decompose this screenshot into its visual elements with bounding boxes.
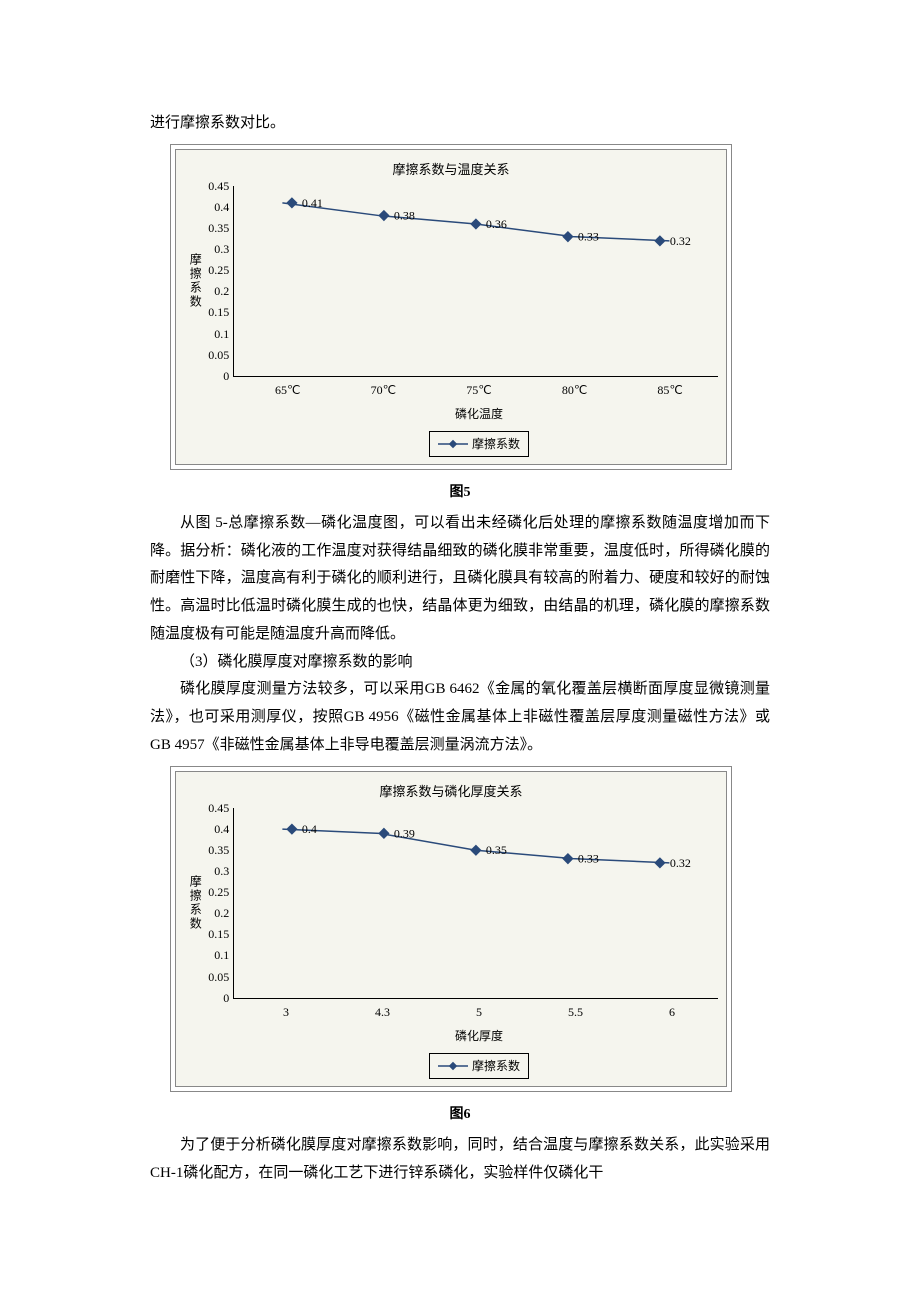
paragraph-3: 为了便于分析磷化膜厚度对摩擦系数影响，同时，结合温度与摩擦系数关系，此实验采用C… [150, 1132, 770, 1188]
intro-line: 进行摩擦系数对比。 [150, 110, 770, 138]
figure5-caption: 图5 [150, 480, 770, 506]
chart2-legend: 摩擦系数 [429, 1053, 529, 1079]
chart2-plot-area: 0.4 0.39 0.35 0.33 0.32 [233, 808, 718, 999]
paragraph-1: 从图 5-总摩擦系数—磷化温度图，可以看出未经磷化后处理的摩擦系数随温度增加而下… [150, 510, 770, 649]
chart2-legend-label: 摩擦系数 [472, 1055, 520, 1077]
chart1-yticks: 0.450.40.350.30.250.20.150.10.050 [208, 186, 233, 376]
chart2-xlabel: 磷化厚度 [240, 1023, 718, 1049]
svg-text:0.33: 0.33 [578, 851, 599, 865]
svg-text:0.4: 0.4 [302, 822, 317, 836]
chart1-xticks: 65℃70℃75℃80℃85℃ [240, 377, 718, 401]
figure6-caption: 图6 [150, 1102, 770, 1128]
svg-text:0.39: 0.39 [394, 826, 415, 840]
svg-text:0.35: 0.35 [486, 843, 507, 857]
chart1-legend: 摩擦系数 [429, 431, 529, 457]
chart1-plot-area: 0.41 0.38 0.36 0.33 0.32 [233, 186, 718, 377]
svg-text:0.41: 0.41 [302, 196, 323, 210]
chart2-title: 摩擦系数与磷化厚度关系 [184, 776, 718, 808]
chart1-xlabel: 磷化温度 [240, 401, 718, 427]
svg-text:0.38: 0.38 [394, 208, 415, 222]
chart2-xticks: 34.355.56 [240, 999, 718, 1023]
svg-text:0.32: 0.32 [670, 856, 691, 870]
chart-friction-temperature: 摩擦系数与温度关系 摩擦系数 0.450.40.350.30.250.20.15… [170, 144, 732, 470]
section3-heading: （3）磷化膜厚度对摩擦系数的影响 [150, 649, 770, 677]
chart1-legend-label: 摩擦系数 [472, 433, 520, 455]
svg-text:0.32: 0.32 [670, 234, 691, 248]
svg-text:0.33: 0.33 [578, 229, 599, 243]
chart2-yticks: 0.450.40.350.30.250.20.150.10.050 [208, 808, 233, 998]
chart1-title: 摩擦系数与温度关系 [184, 154, 718, 186]
chart2-ylabel: 摩擦系数 [184, 875, 208, 931]
svg-text:0.36: 0.36 [486, 217, 507, 231]
chart1-ylabel: 摩擦系数 [184, 253, 208, 309]
chart-friction-thickness: 摩擦系数与磷化厚度关系 摩擦系数 0.450.40.350.30.250.20.… [170, 766, 732, 1092]
paragraph-2: 磷化膜厚度测量方法较多，可以采用GB 6462《金属的氧化覆盖层横断面厚度显微镜… [150, 676, 770, 759]
